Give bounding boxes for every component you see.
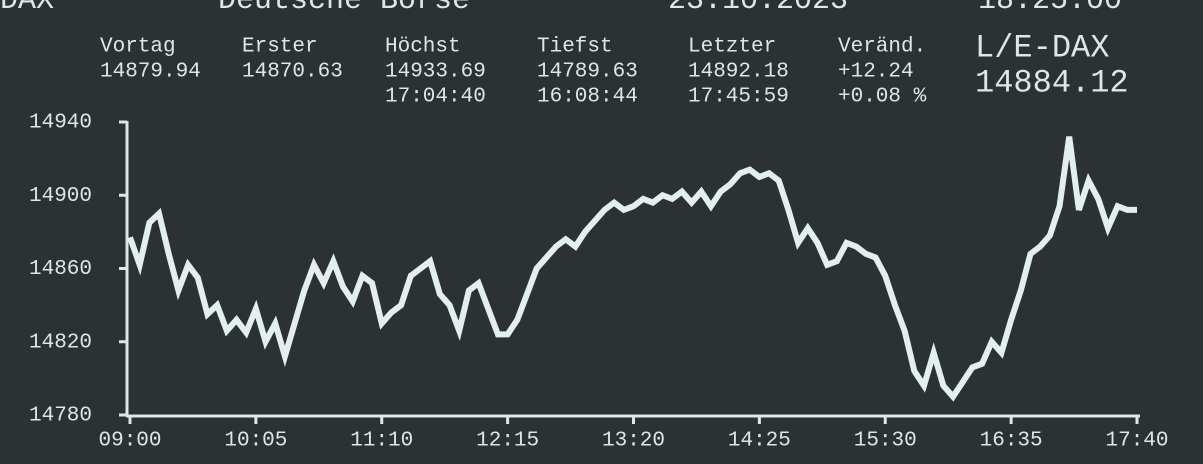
x-tick-label: 15:30	[854, 430, 917, 453]
quote-value: 14879.94	[100, 61, 201, 84]
quote-value: 14933.69	[385, 61, 486, 84]
quote-label: Erster	[242, 36, 318, 59]
y-tick-label: 14940	[29, 112, 92, 135]
quote-value: 17:45:59	[688, 86, 789, 109]
x-tick-label: 17:40	[1105, 430, 1168, 453]
header-time: 18:25:00	[978, 0, 1122, 18]
quote-value: 14870.63	[242, 61, 343, 84]
quote-label: Veränd.	[838, 36, 926, 59]
header-date: 23.10.2023	[668, 0, 848, 18]
y-tick-label: 14780	[29, 405, 92, 428]
index-value: 14884.12	[975, 64, 1129, 101]
quote-value: 16:08:44	[537, 86, 638, 109]
quote-value: 14789.63	[537, 61, 638, 84]
x-tick-label: 11:10	[350, 430, 413, 453]
quote-label: Letzter	[688, 36, 776, 59]
header-exchange: Deutsche Börse	[218, 0, 470, 18]
x-tick-label: 14:25	[728, 430, 791, 453]
header-title: DAX	[0, 0, 54, 18]
y-tick-label: 14860	[29, 258, 92, 281]
y-tick-label: 14900	[29, 185, 92, 208]
quote-label: Vortag	[100, 36, 176, 59]
index-label: L/E-DAX	[975, 29, 1109, 66]
x-tick-label: 09:00	[98, 430, 161, 453]
quote-label: Höchst	[385, 36, 461, 59]
x-tick-label: 10:05	[224, 430, 287, 453]
header: DAX Deutsche Börse 23.10.2023 18:25:00	[0, 0, 1122, 18]
quote-value: +0.08 %	[838, 86, 927, 109]
quote-label: Tiefst	[537, 36, 613, 59]
quote-value: 17:04:40	[385, 86, 486, 109]
quote-value: 14892.18	[688, 61, 789, 84]
x-tick-label: 13:20	[602, 430, 665, 453]
price-line	[127, 136, 1137, 402]
y-tick-label: 14820	[29, 331, 92, 354]
x-tick-label: 12:15	[476, 430, 539, 453]
quote-value: +12.24	[838, 61, 914, 84]
x-tick-label: 16:35	[980, 430, 1043, 453]
